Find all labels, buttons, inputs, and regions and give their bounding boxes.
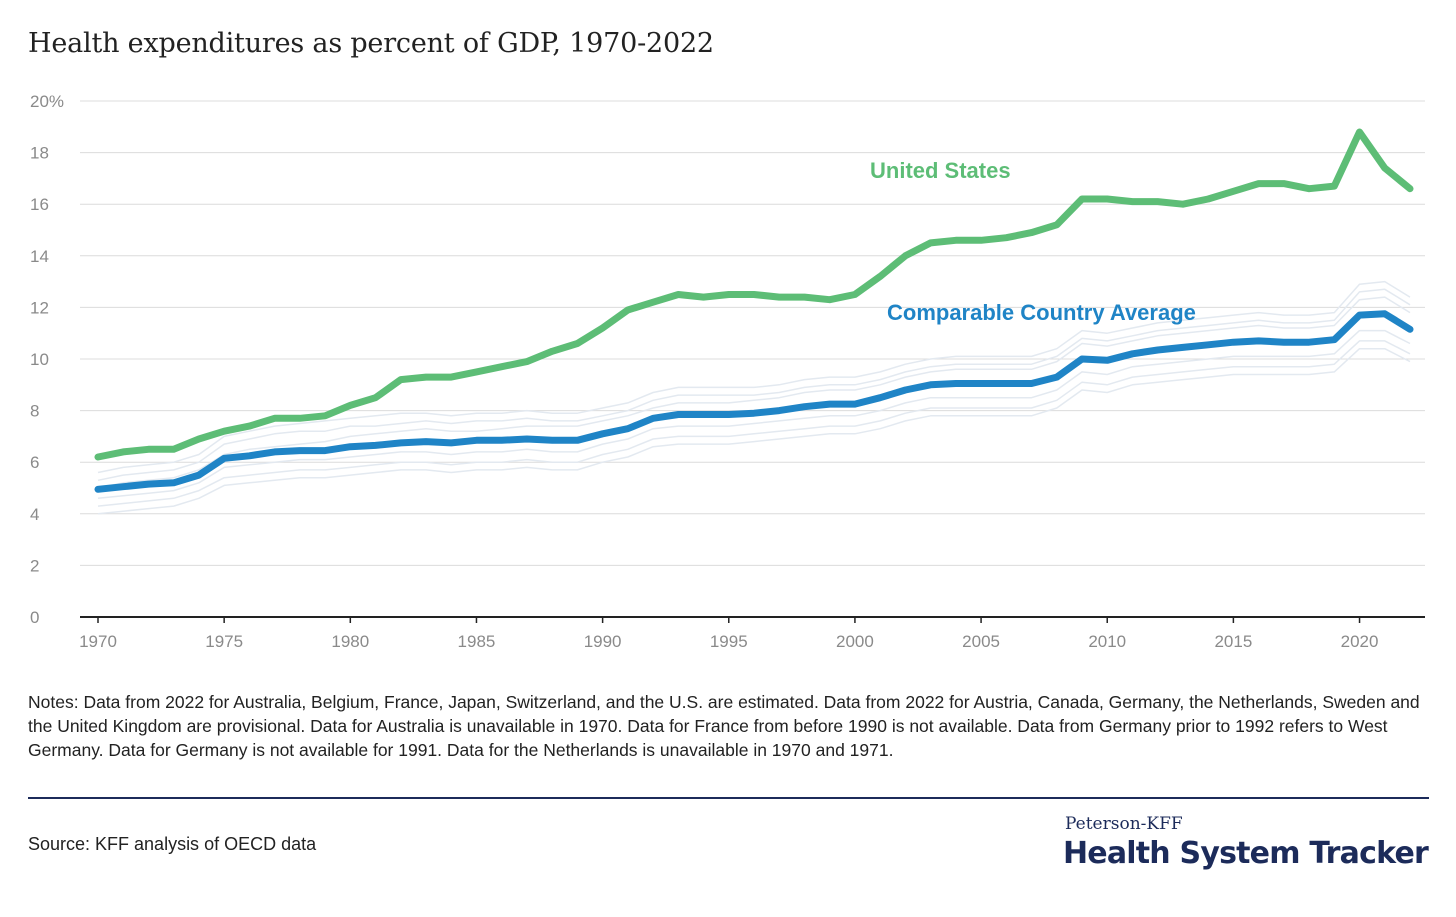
x-tick-label: 2015	[1214, 632, 1252, 651]
x-tick-label: 1985	[458, 632, 496, 651]
y-tick-label: 4	[30, 505, 39, 524]
x-axis-tick-labels: 1970 1975 1980 1985 1990 1995 2000 2005 2010 2015…	[79, 632, 1378, 651]
logo-main-text: Health System Tracker	[1062, 836, 1429, 871]
x-tick-label: 2005	[962, 632, 1000, 651]
background-country-line	[97, 280, 1411, 474]
y-tick-label: 20%	[30, 92, 64, 111]
background-country-line	[97, 288, 1411, 482]
y-tick-label: 10	[30, 350, 49, 369]
x-axis	[80, 616, 1425, 623]
series-label-comparable-country-average: Comparable Country Average	[887, 300, 1196, 325]
chart-notes: Notes: Data from 2022 for Australia, Bel…	[28, 692, 1420, 760]
publisher-logo: Peterson-KFF Health System Tracker	[1062, 814, 1429, 871]
y-tick-label: 2	[30, 556, 39, 575]
x-tick-label: 1990	[584, 632, 622, 651]
divider	[28, 797, 1429, 799]
y-tick-label: 0	[30, 608, 39, 627]
y-tick-label: 12	[30, 298, 49, 317]
main-series-lines	[94, 128, 1414, 493]
y-tick-label: 14	[30, 247, 49, 266]
x-tick-label: 1980	[331, 632, 369, 651]
x-tick-label: 1970	[79, 632, 117, 651]
background-country-line	[97, 347, 1411, 515]
y-tick-label: 18	[30, 144, 49, 163]
x-tick-label: 2010	[1088, 632, 1126, 651]
series-line-comparable-country-average	[94, 310, 1414, 493]
chart-title: Health expenditures as percent of GDP, 1…	[28, 28, 714, 59]
background-country-line	[97, 296, 1411, 489]
background-country-line	[97, 329, 1411, 500]
series-labels: United States Comparable Country Average	[870, 158, 1196, 325]
background-country-lines	[97, 280, 1411, 515]
x-tick-label: 1975	[205, 632, 243, 651]
series-label-united-states: United States	[870, 158, 1011, 183]
series-line-united-states	[94, 128, 1414, 461]
background-country-line	[97, 340, 1411, 507]
source-text: Source: KFF analysis of OECD data	[28, 834, 317, 854]
y-tick-label: 6	[30, 453, 39, 472]
x-tick-label: 1995	[710, 632, 748, 651]
y-tick-label: 16	[30, 195, 49, 214]
x-tick-label: 2000	[836, 632, 874, 651]
logo-top-text: Peterson-KFF	[1064, 814, 1183, 834]
y-axis-tick-labels: 0 2 4 6 8 10 12 14 16 18 20%	[30, 92, 64, 627]
x-tick-label: 2020	[1341, 632, 1379, 651]
grid-lines	[80, 100, 1425, 566]
y-tick-label: 8	[30, 402, 39, 421]
